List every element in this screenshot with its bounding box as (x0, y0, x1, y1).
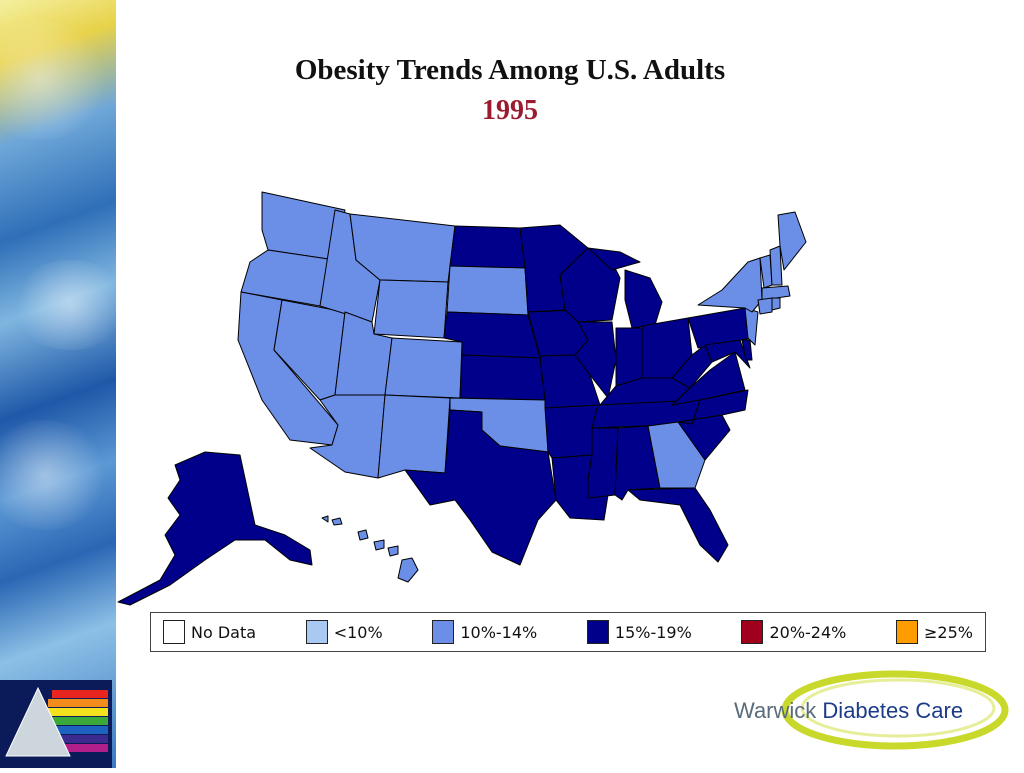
state-AK (117, 451, 313, 606)
state-ND (449, 225, 526, 269)
state-FL (627, 487, 729, 563)
state-CT (757, 297, 773, 315)
state-ME (777, 211, 807, 271)
slide-title: Obesity Trends Among U.S. Adults (294, 54, 726, 86)
state-NJ (744, 307, 759, 346)
state-MA (761, 285, 791, 301)
state-GA (647, 421, 706, 489)
diabetes-care-words: Diabetes Care (822, 698, 964, 723)
legend-label: ≥25% (924, 622, 973, 642)
decorative-side-band (0, 0, 130, 768)
state-KS (459, 354, 546, 401)
legend-swatch (586, 620, 609, 644)
legend-item-15-19: 15%-19% (586, 620, 692, 644)
warwick-word: Warwick (734, 698, 817, 723)
legend-label: <10% (333, 622, 383, 642)
legend-swatch (896, 620, 919, 644)
legend-item-gte25: ≥25% (896, 620, 973, 644)
legend-label: No Data (191, 622, 257, 642)
state-SD (446, 265, 529, 316)
state-NH (769, 245, 783, 286)
state-IL (574, 321, 617, 399)
slide-year: 1995 (482, 95, 538, 126)
legend-label: 20%-24% (769, 622, 847, 642)
state-TX (404, 409, 557, 566)
legend-item-20-24: 20%-24% (741, 620, 846, 644)
state-IN (615, 327, 643, 387)
warwick-logo-text: Warwick Diabetes Care (734, 698, 963, 724)
legend-item-no-data: No Data (163, 620, 256, 644)
legend-swatch (741, 620, 764, 644)
us-obesity-map (117, 191, 807, 606)
state-MI-up (587, 247, 641, 271)
map-legend: No Data <10% 10%-14% 15%-19% 20%-24% ≥25… (150, 612, 986, 652)
state-MI (624, 269, 663, 329)
legend-swatch (305, 620, 328, 644)
state-OR (240, 249, 336, 307)
state-DE (741, 339, 753, 361)
state-HI (321, 515, 419, 583)
legend-item-10-14: 10%-14% (432, 620, 537, 644)
legend-label: 10%-14% (460, 622, 538, 642)
legend-swatch (163, 620, 185, 644)
state-RI (771, 297, 781, 311)
state-MD (704, 339, 751, 369)
state-NM (377, 394, 451, 479)
legend-item-lt10: <10% (305, 620, 383, 644)
state-NY (697, 257, 763, 313)
state-MS (587, 427, 619, 499)
legend-label: 15%-19% (614, 622, 692, 642)
warwick-diabetes-care-logo: Warwick Diabetes Care (720, 662, 1010, 758)
state-CO (384, 337, 463, 399)
state-WY (373, 279, 449, 339)
alphabet-strategy-logo (0, 680, 112, 768)
legend-swatch (432, 620, 455, 644)
